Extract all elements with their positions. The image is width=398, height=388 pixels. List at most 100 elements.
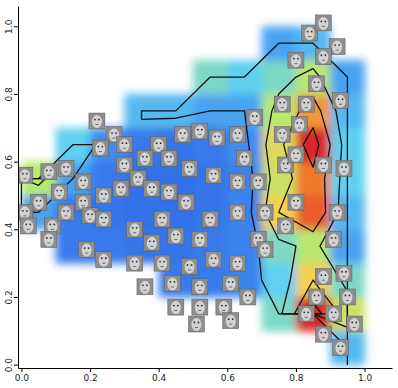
face-skin [20, 206, 30, 219]
face-eye [53, 224, 55, 226]
x-tick: 1.0 [358, 368, 373, 383]
face-eye [191, 166, 193, 168]
face-eye [214, 136, 216, 138]
face-frame [144, 235, 160, 251]
face-mouth [23, 178, 26, 179]
face-frame [127, 255, 143, 271]
face-skin [185, 162, 195, 175]
face-point [326, 306, 342, 322]
face-point [192, 123, 208, 139]
face-skin [164, 152, 174, 165]
face-eye [135, 176, 137, 178]
x-tick-label: 0.6 [221, 373, 236, 383]
face-eye [324, 163, 326, 165]
face-mouth [58, 195, 61, 196]
face-point [144, 181, 160, 197]
face-frame [315, 326, 331, 342]
x-tick-mark [90, 368, 91, 372]
chart-svg: 0.00.20.40.60.81.00.00.20.40.60.81.0 [0, 0, 398, 388]
face-point [230, 127, 246, 143]
face-mouth [102, 222, 105, 223]
face-mouth [322, 337, 325, 338]
face-eye [40, 200, 42, 202]
face-eye [283, 132, 285, 134]
face-point [154, 255, 170, 271]
face-point [339, 289, 355, 305]
face-point [178, 194, 194, 210]
face-eye [324, 54, 326, 56]
face-mouth [133, 266, 136, 267]
face-eye [262, 247, 264, 249]
face-frame [309, 76, 325, 92]
face-point [298, 96, 314, 112]
face-eye [136, 227, 138, 229]
face-frame [144, 181, 160, 197]
face-mouth [212, 178, 215, 179]
face-eye [256, 115, 258, 117]
y-tick: 0.2 [4, 290, 18, 304]
face-eye [184, 132, 186, 134]
face-skin [318, 17, 328, 30]
face-eye [166, 156, 168, 158]
face-frame [298, 306, 314, 322]
face-eye [242, 156, 244, 158]
face-skin [209, 254, 219, 267]
face-mouth [308, 36, 311, 37]
face-eye [80, 200, 82, 202]
face-point [247, 110, 263, 126]
face-skin [157, 257, 167, 270]
face-frame [315, 269, 331, 285]
face-mouth [281, 107, 284, 108]
face-mouth [82, 205, 85, 206]
face-frame [96, 211, 112, 227]
face-eye [307, 311, 309, 313]
face-eye [296, 122, 298, 124]
y-tick-label: 0.4 [4, 222, 14, 237]
face-mouth [188, 171, 191, 172]
face-eye [262, 210, 264, 212]
face-mouth [222, 310, 225, 311]
face-eye [318, 295, 320, 297]
face-skin [195, 281, 205, 294]
face-skin [140, 152, 150, 165]
face-mouth [136, 182, 139, 183]
x-axis: 0.00.20.40.60.81.0 [15, 368, 393, 383]
face-eye [29, 224, 31, 226]
face-eye [142, 284, 144, 286]
face-frame [230, 174, 246, 190]
face-eye [293, 200, 295, 202]
face-eye [245, 295, 247, 297]
face-eye [341, 166, 343, 168]
face-mouth [322, 60, 325, 61]
face-mouth [47, 242, 50, 243]
face-eye [146, 284, 148, 286]
face-eye [125, 163, 127, 165]
face-eye [170, 190, 172, 192]
face-frame [51, 184, 67, 200]
face-mouth [236, 138, 239, 139]
face-point [257, 204, 273, 220]
face-point [137, 150, 153, 166]
x-tick: 0.0 [15, 368, 30, 383]
face-eye [303, 102, 305, 104]
face-point [182, 259, 198, 275]
chart-container: 0.00.20.40.60.81.00.00.20.40.60.81.0 [0, 0, 398, 388]
face-frame [291, 116, 307, 132]
face-mouth [346, 300, 349, 301]
face-eye [201, 284, 203, 286]
face-skin [147, 183, 157, 196]
face-frame [168, 299, 184, 315]
face-frame [127, 221, 143, 237]
face-eye [88, 247, 90, 249]
face-eye [297, 152, 299, 154]
face-eye [283, 163, 285, 165]
face-eye [111, 132, 113, 134]
contour-line [21, 69, 347, 328]
face-eye [115, 132, 117, 134]
face-frame [206, 252, 222, 268]
face-eye [324, 332, 326, 334]
face-eye [170, 156, 172, 158]
face-eye [331, 237, 333, 239]
face-eye [338, 44, 340, 46]
face-skin [195, 233, 205, 246]
